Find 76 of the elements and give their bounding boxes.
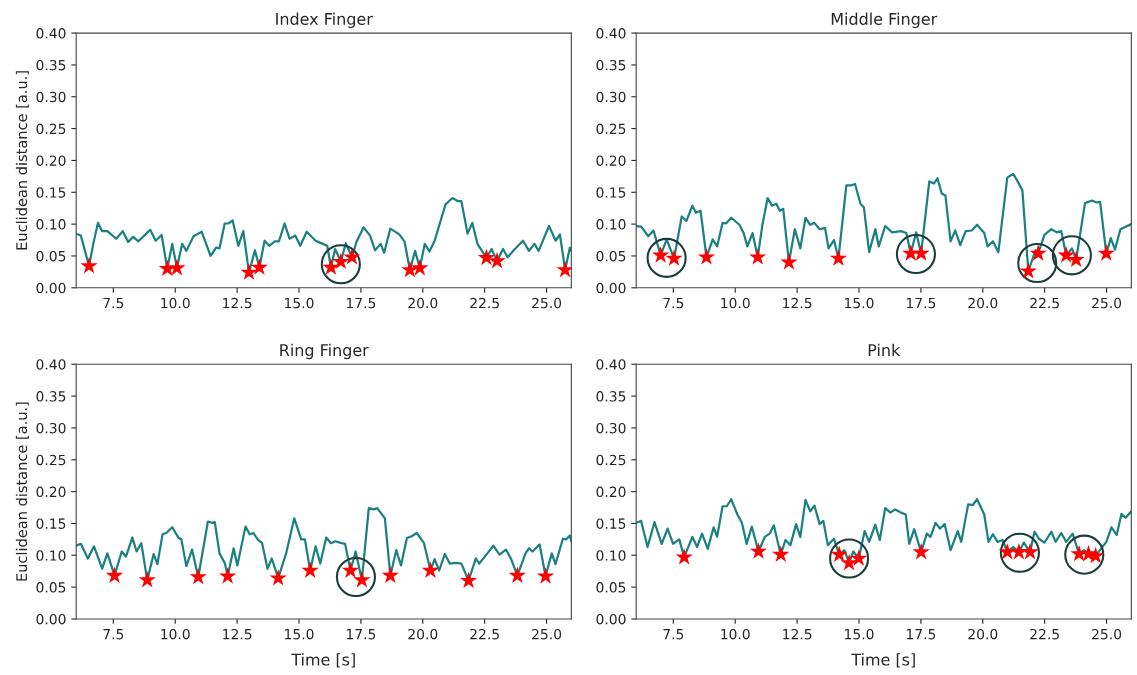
y-tick-label: 0.05 bbox=[36, 582, 66, 593]
y-tick-label: 0.00 bbox=[596, 282, 626, 294]
y-tick-label: 0.25 bbox=[36, 123, 66, 135]
x-tick-label: 12.5 bbox=[223, 297, 252, 309]
y-tick-label: 0.40 bbox=[596, 359, 626, 370]
y-tick-label: 0.00 bbox=[596, 613, 626, 625]
x-tick-label: 25.0 bbox=[532, 628, 562, 640]
x-tick-label: 15.0 bbox=[285, 297, 314, 309]
y-tick-label: 0.10 bbox=[36, 550, 66, 561]
y-tick-label: 0.15 bbox=[36, 187, 66, 198]
x-tick-label: 22.5 bbox=[1030, 297, 1059, 309]
chart-title: Pink bbox=[868, 343, 901, 356]
x-tick-label: 20.0 bbox=[408, 628, 438, 640]
y-tick-label: 0.25 bbox=[596, 123, 626, 135]
x-tick-label: 22.5 bbox=[1030, 628, 1059, 640]
y-tick-label: 0.40 bbox=[596, 28, 626, 39]
y-tick-label: 0.30 bbox=[596, 422, 626, 434]
y-tick-label: 0.15 bbox=[36, 518, 66, 529]
x-tick-label: 17.5 bbox=[346, 629, 376, 640]
x-tick-label: 10.0 bbox=[161, 297, 190, 309]
x-tick-label: 12.5 bbox=[223, 628, 252, 640]
x-tick-label: 22.5 bbox=[470, 628, 499, 640]
x-tick-label: 20.0 bbox=[408, 297, 438, 309]
y-tick-label: 0.00 bbox=[36, 282, 66, 294]
y-tick-label: 0.10 bbox=[36, 219, 66, 230]
chart-title: Middle Finger bbox=[831, 12, 938, 29]
y-tick-label: 0.25 bbox=[596, 454, 626, 466]
x-tick-label: 15.0 bbox=[845, 628, 874, 640]
x-tick-label: 10.0 bbox=[721, 628, 750, 640]
y-tick-label: 0.35 bbox=[36, 391, 66, 402]
y-tick-label: 0.30 bbox=[596, 91, 626, 103]
chart-title: Ring Finger bbox=[280, 343, 369, 360]
y-tick-label: 0.10 bbox=[596, 219, 626, 230]
y-tick-label: 0.05 bbox=[596, 582, 626, 593]
x-tick-label: 22.5 bbox=[470, 297, 499, 309]
y-tick-label: 0.25 bbox=[36, 454, 66, 466]
x-tick-label: 25.0 bbox=[532, 297, 562, 309]
x-tick-label: 12.5 bbox=[783, 297, 812, 309]
x-tick-label: 17.5 bbox=[906, 629, 936, 640]
x-tick-label: 7.5 bbox=[103, 629, 124, 640]
y-axis-title: Euclidean distance [a.u.] bbox=[15, 71, 29, 250]
y-tick-label: 0.35 bbox=[596, 391, 626, 402]
y-tick-label: 0.15 bbox=[596, 518, 626, 529]
x-tick-label: 20.0 bbox=[968, 297, 998, 309]
x-tick-label: 7.5 bbox=[103, 297, 124, 309]
y-tick-label: 0.20 bbox=[36, 155, 66, 166]
x-tick-label: 17.5 bbox=[346, 297, 376, 309]
x-tick-label: 7.5 bbox=[663, 629, 684, 640]
x-axis-title: Time [s] bbox=[851, 653, 915, 668]
y-tick-label: 0.35 bbox=[36, 59, 66, 71]
y-tick-label: 0.00 bbox=[36, 613, 66, 625]
y-tick-label: 0.15 bbox=[596, 187, 626, 198]
y-tick-label: 0.20 bbox=[596, 155, 626, 166]
x-tick-label: 20.0 bbox=[968, 628, 998, 640]
y-tick-label: 0.05 bbox=[596, 250, 626, 262]
x-tick-label: 17.5 bbox=[906, 297, 936, 309]
y-tick-label: 0.20 bbox=[36, 486, 66, 498]
y-tick-label: 0.20 bbox=[596, 486, 626, 498]
x-tick-label: 25.0 bbox=[1092, 297, 1122, 309]
y-tick-label: 0.05 bbox=[36, 250, 66, 262]
x-tick-label: 10.0 bbox=[161, 628, 190, 640]
x-axis-title: Time [s] bbox=[291, 653, 355, 668]
chart-title: Index Finger bbox=[276, 12, 373, 29]
y-tick-label: 0.40 bbox=[36, 28, 66, 39]
x-tick-label: 7.5 bbox=[663, 297, 684, 309]
x-tick-label: 15.0 bbox=[845, 297, 874, 309]
y-axis-title: Euclidean distance [a.u.] bbox=[15, 402, 29, 581]
x-tick-label: 15.0 bbox=[285, 628, 314, 640]
x-tick-label: 12.5 bbox=[783, 628, 812, 640]
y-tick-label: 0.30 bbox=[36, 422, 66, 434]
y-tick-label: 0.35 bbox=[596, 59, 626, 71]
x-tick-label: 25.0 bbox=[1092, 628, 1122, 640]
y-tick-label: 0.30 bbox=[36, 91, 66, 103]
y-tick-label: 0.40 bbox=[36, 359, 66, 370]
x-tick-label: 10.0 bbox=[721, 297, 750, 309]
y-tick-label: 0.10 bbox=[596, 550, 626, 561]
